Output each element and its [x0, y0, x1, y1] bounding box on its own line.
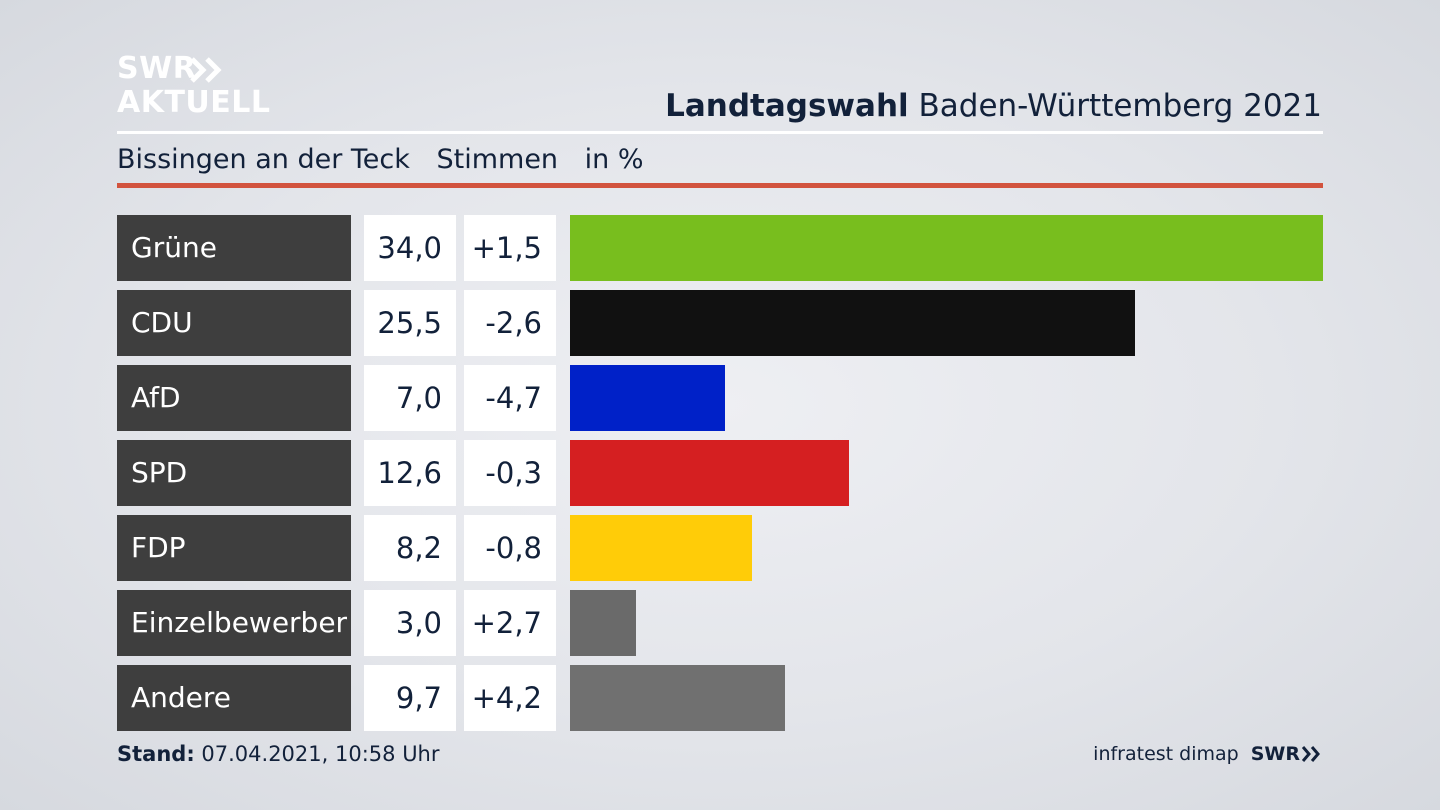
vote-share-label: 25,5 — [364, 290, 456, 356]
change-label: +4,2 — [464, 665, 556, 731]
vote-share-label: 7,0 — [364, 365, 456, 431]
header-divider — [117, 131, 1323, 134]
bar-fdp — [570, 515, 752, 581]
title-bold: Landtagswahl — [665, 88, 909, 124]
subheader-unit: in % — [584, 144, 644, 175]
vote-share-label: 12,6 — [364, 440, 456, 506]
logo-chevrons-icon — [190, 57, 222, 83]
bar-afd — [570, 365, 725, 431]
footer-stand: Stand: 07.04.2021, 10:58 Uhr — [117, 740, 440, 768]
vote-share-label: 9,7 — [364, 665, 456, 731]
change-label: -0,3 — [464, 440, 556, 506]
subheader: Bissingen an der Teck Stimmen in % — [117, 143, 662, 177]
title-rest: Baden-Württemberg 2021 — [918, 88, 1322, 124]
change-label: -0,8 — [464, 515, 556, 581]
bar-einzelbewerber — [570, 590, 636, 656]
bar-gr-ne — [570, 215, 1323, 281]
chart-row: AfD 7,0 -4,7 — [117, 365, 1323, 431]
broadcaster-chevrons-icon — [1302, 746, 1320, 762]
page-title: Landtagswahl Baden-Württemberg 2021 — [665, 86, 1322, 126]
party-label: CDU — [117, 290, 351, 356]
change-label: +2,7 — [464, 590, 556, 656]
chart-row: Einzelbewerber 3,0 +2,7 — [117, 590, 1323, 656]
bar-andere — [570, 665, 785, 731]
change-label: +1,5 — [464, 215, 556, 281]
chart-row: Grüne 34,0 +1,5 — [117, 215, 1323, 281]
party-label: Grüne — [117, 215, 351, 281]
bar-spd — [570, 440, 849, 506]
vote-share-label: 34,0 — [364, 215, 456, 281]
logo-line-swr: SWR — [117, 51, 197, 86]
party-label: FDP — [117, 515, 351, 581]
subheader-place: Bissingen an der Teck — [117, 144, 410, 175]
chart-row: SPD 12,6 -0,3 — [117, 440, 1323, 506]
vote-share-label: 3,0 — [364, 590, 456, 656]
bar-cdu — [570, 290, 1135, 356]
chart-row: FDP 8,2 -0,8 — [117, 515, 1323, 581]
stand-value: 07.04.2021, 10:58 Uhr — [201, 742, 440, 766]
subheader-metric: Stimmen — [436, 144, 559, 175]
chart-row: CDU 25,5 -2,6 — [117, 290, 1323, 356]
stand-label: Stand: — [117, 742, 195, 766]
change-label: -2,6 — [464, 290, 556, 356]
accent-divider — [117, 183, 1323, 188]
chart-row: Andere 9,7 +4,2 — [117, 665, 1323, 731]
swr-aktuell-logo: SWR AKTUELL — [117, 54, 277, 118]
party-label: SPD — [117, 440, 351, 506]
party-label: AfD — [117, 365, 351, 431]
logo-line-aktuell: AKTUELL — [117, 85, 271, 120]
broadcaster-logo: SWR — [1250, 743, 1300, 765]
party-label: Andere — [117, 665, 351, 731]
source-label: infratest dimap — [1093, 743, 1239, 765]
change-label: -4,7 — [464, 365, 556, 431]
party-label: Einzelbewerber — [117, 590, 351, 656]
vote-share-label: 8,2 — [364, 515, 456, 581]
footer-source: infratest dimap SWR — [1093, 740, 1322, 768]
